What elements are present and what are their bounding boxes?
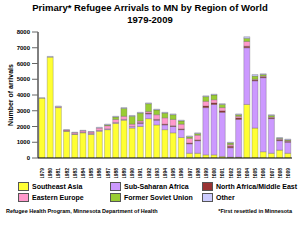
svg-text:2007: 2007	[269, 168, 275, 178]
svg-text:1996: 1996	[178, 168, 184, 178]
svg-text:1989: 1989	[121, 168, 127, 178]
html-text:Other: Other	[216, 194, 235, 201]
svg-text:2000: 2000	[211, 168, 217, 178]
html-text:North Africa/Middle East: North Africa/Middle East	[216, 183, 297, 190]
svg-text:1000: 1000	[17, 139, 31, 145]
svg-text:1985: 1985	[88, 168, 94, 178]
svg-text:1980: 1980	[47, 168, 53, 178]
html-text:1979-2009: 1979-2009	[127, 14, 173, 25]
svg-text:2009: 2009	[285, 168, 291, 178]
svg-text:1987: 1987	[105, 168, 111, 178]
svg-text:2008: 2008	[277, 168, 283, 178]
svg-text:6000: 6000	[17, 61, 31, 67]
svg-text:1990: 1990	[129, 168, 135, 178]
html-text:Southeast Asia: Southeast Asia	[32, 183, 83, 190]
svg-text:1995: 1995	[170, 168, 176, 178]
svg-text:1994: 1994	[162, 168, 168, 178]
html-text:Eastern Europe: Eastern Europe	[32, 194, 84, 201]
svg-text:1999: 1999	[203, 168, 209, 178]
svg-text:1986: 1986	[96, 168, 102, 178]
svg-text:2003: 2003	[236, 168, 242, 178]
svg-text:1984: 1984	[80, 168, 86, 178]
svg-text:1988: 1988	[113, 168, 119, 178]
svg-text:2005: 2005	[252, 168, 258, 178]
svg-text:1998: 1998	[195, 168, 201, 178]
svg-text:2000: 2000	[17, 124, 31, 130]
svg-text:1992: 1992	[146, 168, 152, 178]
svg-text:1991: 1991	[137, 168, 143, 178]
svg-text:7000: 7000	[17, 45, 31, 51]
svg-text:2006: 2006	[260, 168, 266, 178]
html-text:Refugee Health Program, Minnes: Refugee Health Program, Minnesota Depart…	[6, 208, 158, 214]
svg-text:5000: 5000	[17, 76, 31, 82]
html-text:Former Soviet Union: Former Soviet Union	[124, 194, 193, 201]
svg-text:0: 0	[27, 155, 31, 161]
svg-text:2001: 2001	[219, 168, 225, 178]
svg-text:1997: 1997	[187, 168, 193, 178]
svg-text:1982: 1982	[64, 168, 70, 178]
svg-text:1979: 1979	[39, 168, 45, 178]
svg-text:1983: 1983	[72, 168, 78, 178]
svg-text:1993: 1993	[154, 168, 160, 178]
svg-text:1981: 1981	[55, 168, 61, 178]
svg-text:8000: 8000	[17, 29, 31, 35]
svg-text:2002: 2002	[228, 168, 234, 178]
html-text:Primary* Refugee Arrivals to M: Primary* Refugee Arrivals to MN by Regio…	[32, 2, 268, 13]
html-text:*First resettled in Minnesota: *First resettled in Minnesota	[218, 208, 292, 214]
svg-text:3000: 3000	[17, 108, 31, 114]
html-text:Sub-Saharan Africa: Sub-Saharan Africa	[124, 183, 189, 190]
svg-text:Number of arrivals: Number of arrivals	[8, 64, 14, 126]
svg-text:2004: 2004	[244, 168, 250, 178]
svg-text:4000: 4000	[17, 92, 31, 98]
